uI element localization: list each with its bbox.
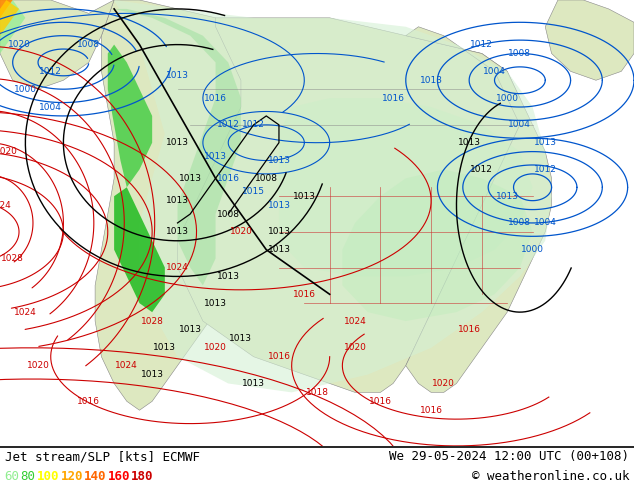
Text: 1013: 1013 [179, 174, 202, 183]
Text: 1012: 1012 [470, 165, 493, 174]
Text: 1016: 1016 [458, 325, 481, 335]
Text: 1024: 1024 [14, 308, 37, 317]
Text: 1020: 1020 [0, 147, 18, 156]
Text: 1020: 1020 [8, 40, 30, 49]
Text: 1004: 1004 [534, 219, 557, 227]
Text: 1012: 1012 [470, 40, 493, 49]
Text: 1013: 1013 [420, 76, 443, 85]
Text: 100: 100 [37, 470, 60, 484]
Text: 1008: 1008 [255, 174, 278, 183]
Text: 1024: 1024 [344, 317, 366, 325]
Text: 1018: 1018 [306, 388, 328, 397]
Text: 1008: 1008 [508, 49, 531, 58]
Text: 180: 180 [131, 470, 153, 484]
Text: 1012: 1012 [39, 67, 62, 76]
Polygon shape [114, 0, 552, 392]
Text: 1008: 1008 [77, 40, 100, 49]
Text: 1013: 1013 [166, 138, 189, 147]
Polygon shape [342, 170, 533, 321]
Polygon shape [178, 18, 520, 392]
Text: 1013: 1013 [268, 200, 290, 210]
Polygon shape [0, 0, 13, 18]
Text: 1013: 1013 [166, 227, 189, 236]
Text: 1016: 1016 [77, 397, 100, 406]
Polygon shape [114, 9, 241, 285]
Text: 1020: 1020 [344, 343, 366, 352]
Text: 1013: 1013 [204, 151, 227, 161]
Text: 1013: 1013 [166, 196, 189, 205]
Text: 140: 140 [84, 470, 107, 484]
Polygon shape [0, 0, 25, 53]
Polygon shape [0, 0, 19, 36]
Text: 1020: 1020 [230, 227, 252, 236]
Text: 1013: 1013 [242, 379, 265, 388]
Text: 1016: 1016 [293, 290, 316, 299]
Polygon shape [108, 45, 152, 187]
Text: 1020: 1020 [432, 379, 455, 388]
Text: 1024: 1024 [115, 361, 138, 370]
Text: 1013: 1013 [217, 272, 240, 281]
Text: 1012: 1012 [217, 121, 240, 129]
Text: 1000: 1000 [14, 85, 37, 94]
Text: 1012: 1012 [534, 165, 557, 174]
Polygon shape [114, 187, 165, 312]
Text: 60: 60 [4, 470, 19, 484]
Text: 1013: 1013 [141, 370, 164, 379]
Text: 1016: 1016 [268, 352, 290, 361]
Polygon shape [0, 0, 114, 89]
Text: 1013: 1013 [230, 334, 252, 343]
Text: 1000: 1000 [496, 94, 519, 102]
Text: 1013: 1013 [496, 192, 519, 201]
Text: 1013: 1013 [179, 325, 202, 335]
Text: 1013: 1013 [268, 156, 290, 165]
Text: 1004: 1004 [483, 67, 506, 76]
Text: 1004: 1004 [39, 102, 62, 112]
Text: 1020: 1020 [27, 361, 49, 370]
Text: Jet stream/SLP [kts] ECMWF: Jet stream/SLP [kts] ECMWF [5, 450, 200, 464]
Text: 1008: 1008 [508, 219, 531, 227]
Text: 1013: 1013 [204, 299, 227, 308]
Polygon shape [545, 0, 634, 80]
Text: 1028: 1028 [141, 317, 164, 325]
Text: 120: 120 [60, 470, 83, 484]
Polygon shape [279, 98, 533, 276]
Text: 1000: 1000 [521, 245, 544, 254]
Text: 1028: 1028 [1, 254, 24, 263]
Text: 1013: 1013 [534, 138, 557, 147]
Text: 1012: 1012 [242, 121, 265, 129]
Text: 1016: 1016 [420, 406, 443, 415]
Text: 80: 80 [20, 470, 36, 484]
Text: 1013: 1013 [268, 245, 290, 254]
Text: 1015: 1015 [242, 187, 265, 196]
Polygon shape [406, 27, 552, 392]
Text: © weatheronline.co.uk: © weatheronline.co.uk [472, 470, 629, 484]
Text: 1013: 1013 [166, 72, 189, 80]
Text: 1013: 1013 [458, 138, 481, 147]
Text: 1016: 1016 [369, 397, 392, 406]
Text: We 29-05-2024 12:00 UTC (00+108): We 29-05-2024 12:00 UTC (00+108) [389, 450, 629, 464]
Text: 1020: 1020 [204, 343, 227, 352]
Text: 1004: 1004 [508, 121, 531, 129]
Text: 1013: 1013 [293, 192, 316, 201]
Text: 1016: 1016 [204, 94, 227, 102]
Text: 160: 160 [108, 470, 130, 484]
Text: 1013: 1013 [153, 343, 176, 352]
Text: 1013: 1013 [268, 227, 290, 236]
Polygon shape [95, 0, 298, 410]
Text: 1016: 1016 [217, 174, 240, 183]
Text: 1024: 1024 [166, 263, 189, 272]
Text: 1024: 1024 [0, 200, 11, 210]
Text: 1016: 1016 [382, 94, 404, 102]
Text: 1008: 1008 [217, 210, 240, 219]
